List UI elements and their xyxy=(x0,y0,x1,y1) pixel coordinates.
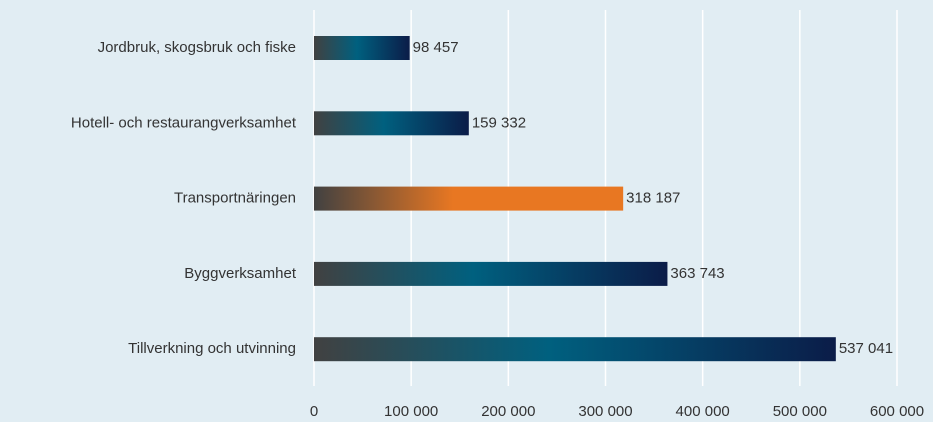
category-label: Jordbruk, skogsbruk och fiske xyxy=(98,39,296,56)
x-tick-label: 0 xyxy=(310,403,318,420)
bar xyxy=(314,111,469,136)
category-label: Byggverksamhet xyxy=(184,265,297,282)
x-tick-label: 600 000 xyxy=(870,403,924,420)
x-tick-label: 100 000 xyxy=(384,403,438,420)
value-label: 318 187 xyxy=(626,190,680,207)
category-label: Transportnäringen xyxy=(174,190,296,207)
category-label: Tillverkning och utvinning xyxy=(128,340,296,357)
x-tick-label: 500 000 xyxy=(773,403,827,420)
bar xyxy=(314,261,668,286)
x-tick-label: 400 000 xyxy=(676,403,730,420)
category-label: Hotell- och restaurangverksamhet xyxy=(71,114,297,131)
x-tick-label: 200 000 xyxy=(481,403,535,420)
value-label: 159 332 xyxy=(472,114,526,131)
bar xyxy=(314,337,836,362)
x-tick-label: 300 000 xyxy=(578,403,632,420)
value-label: 98 457 xyxy=(413,39,459,56)
bar xyxy=(314,186,624,211)
value-label: 363 743 xyxy=(670,265,724,282)
value-label: 537 041 xyxy=(839,340,893,357)
bar xyxy=(314,36,410,60)
